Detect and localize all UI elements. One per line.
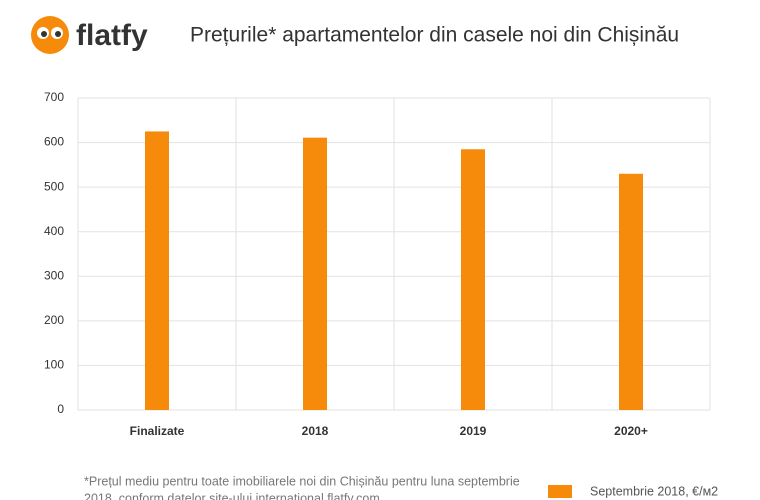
y-tick-label: 100 [44,358,64,372]
footnote: 2018, conform datelor site-ului internat… [84,491,380,500]
legend-swatch [548,485,572,498]
logo-pupil [55,31,61,37]
legend-label: Septembrie 2018, €/м2 [590,484,718,498]
logo-icon [31,16,69,54]
chart-title: Prețurile* apartamentelor din casele noi… [190,24,679,47]
y-tick-label: 200 [44,313,64,327]
x-tick-label: 2018 [302,424,329,438]
y-tick-label: 300 [44,268,64,282]
bar [145,131,169,410]
bar [303,137,327,410]
y-tick-label: 600 [44,135,64,149]
y-tick-label: 0 [57,402,64,416]
x-tick-label: 2019 [460,424,487,438]
y-tick-label: 500 [44,179,64,193]
bar [619,173,643,410]
y-tick-label: 700 [44,90,64,104]
y-tick-label: 400 [44,224,64,238]
x-tick-label: 2020+ [614,424,648,438]
footnote: *Prețul mediu pentru toate imobiliarele … [84,474,520,488]
logo-text: flatfy [76,19,148,52]
logo-pupil [41,31,47,37]
bar [461,149,485,410]
logo [31,16,69,54]
x-tick-label: Finalizate [130,424,185,438]
